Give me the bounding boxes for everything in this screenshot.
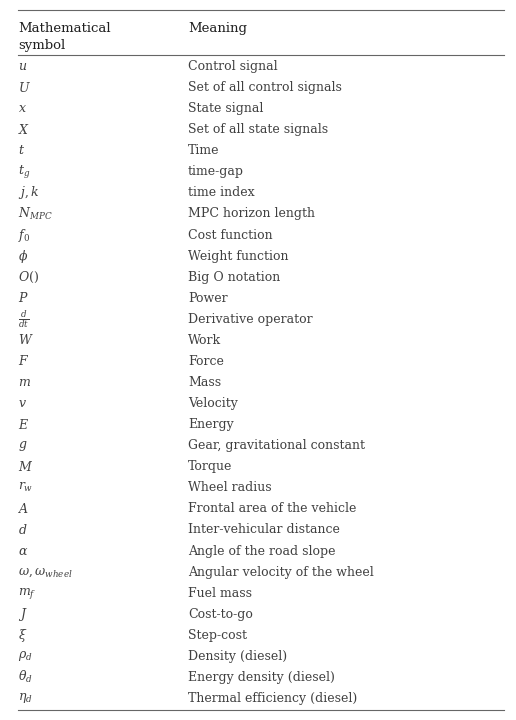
Text: $\phi$: $\phi$	[18, 248, 28, 265]
Text: $u$: $u$	[18, 60, 27, 73]
Text: Density (diesel): Density (diesel)	[188, 650, 287, 663]
Text: $\omega,\omega_{wheel}$: $\omega,\omega_{wheel}$	[18, 566, 73, 579]
Text: $x$: $x$	[18, 102, 27, 115]
Text: $U$: $U$	[18, 81, 31, 94]
Text: State signal: State signal	[188, 102, 263, 115]
Text: Set of all control signals: Set of all control signals	[188, 81, 342, 94]
Text: Step-cost: Step-cost	[188, 629, 247, 642]
Text: Meaning: Meaning	[188, 22, 247, 35]
Text: symbol: symbol	[18, 38, 65, 52]
Text: Mathematical: Mathematical	[18, 22, 110, 35]
Text: Inter-vehicular distance: Inter-vehicular distance	[188, 523, 340, 536]
Text: Big O notation: Big O notation	[188, 271, 280, 284]
Text: $\frac{d}{dt}$: $\frac{d}{dt}$	[18, 308, 29, 330]
Text: $f_0$: $f_0$	[18, 227, 30, 243]
Text: Power: Power	[188, 292, 228, 305]
Text: Torque: Torque	[188, 460, 232, 473]
Text: Cost-to-go: Cost-to-go	[188, 608, 253, 621]
Text: $A$: $A$	[18, 502, 29, 516]
Text: $v$: $v$	[18, 397, 27, 410]
Text: MPC horizon length: MPC horizon length	[188, 207, 315, 220]
Text: Angular velocity of the wheel: Angular velocity of the wheel	[188, 566, 374, 579]
Text: Energy: Energy	[188, 418, 234, 431]
Text: $\rho_d$: $\rho_d$	[18, 649, 33, 663]
Text: Thermal efficiency (diesel): Thermal efficiency (diesel)	[188, 692, 357, 705]
Text: Frontal area of the vehicle: Frontal area of the vehicle	[188, 503, 357, 516]
Text: Force: Force	[188, 355, 224, 368]
Text: $J$: $J$	[18, 606, 28, 623]
Text: $X$: $X$	[18, 122, 30, 137]
Text: Derivative operator: Derivative operator	[188, 312, 313, 326]
Text: $j,k$: $j,k$	[18, 184, 39, 202]
Text: $\alpha$: $\alpha$	[18, 544, 28, 557]
Text: Fuel mass: Fuel mass	[188, 587, 252, 600]
Text: $\eta_d$: $\eta_d$	[18, 691, 33, 706]
Text: Work: Work	[188, 334, 221, 347]
Text: $r_w$: $r_w$	[18, 481, 34, 495]
Text: $N_{MPC}$: $N_{MPC}$	[18, 206, 53, 222]
Text: $M$: $M$	[18, 460, 33, 474]
Text: Velocity: Velocity	[188, 397, 238, 410]
Text: $E$: $E$	[18, 418, 29, 431]
Text: $t$: $t$	[18, 144, 25, 157]
Text: $O()$: $O()$	[18, 269, 39, 284]
Text: $\theta_d$: $\theta_d$	[18, 670, 33, 685]
Text: Set of all state signals: Set of all state signals	[188, 123, 328, 136]
Text: time index: time index	[188, 186, 254, 199]
Text: $m$: $m$	[18, 376, 31, 389]
Text: Mass: Mass	[188, 376, 221, 389]
Text: Control signal: Control signal	[188, 60, 278, 73]
Text: Gear, gravitational constant: Gear, gravitational constant	[188, 439, 365, 452]
Text: $t_g$: $t_g$	[18, 163, 30, 180]
Text: Angle of the road slope: Angle of the road slope	[188, 544, 335, 557]
Text: time-gap: time-gap	[188, 166, 244, 179]
Text: $g$: $g$	[18, 438, 27, 453]
Text: $F$: $F$	[18, 354, 29, 369]
Text: Cost function: Cost function	[188, 228, 272, 241]
Text: $P$: $P$	[18, 292, 29, 305]
Text: $\xi$: $\xi$	[18, 627, 27, 644]
Text: $m_f$: $m_f$	[18, 585, 37, 600]
Text: Weight function: Weight function	[188, 250, 288, 263]
Text: Time: Time	[188, 144, 219, 157]
Text: Wheel radius: Wheel radius	[188, 482, 271, 495]
Text: $W$: $W$	[18, 333, 34, 347]
Text: $d$: $d$	[18, 523, 27, 537]
Text: Energy density (diesel): Energy density (diesel)	[188, 671, 335, 684]
